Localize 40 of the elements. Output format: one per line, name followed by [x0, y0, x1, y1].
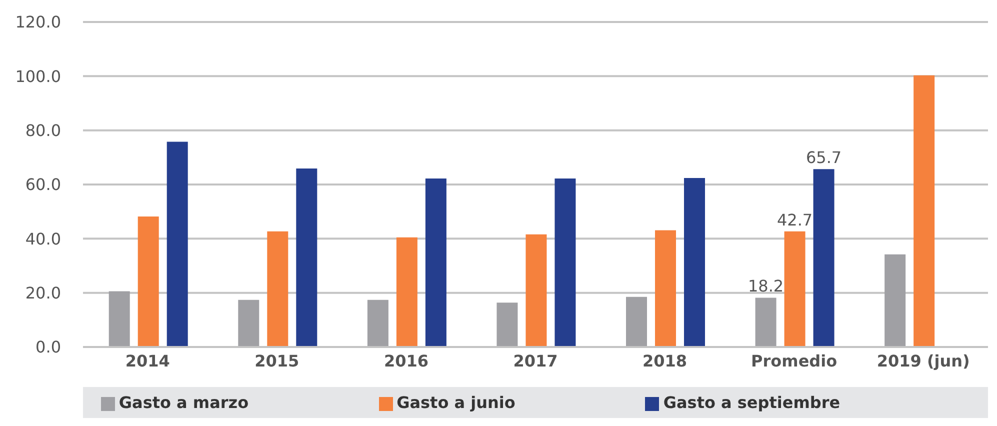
- bar: [554, 178, 576, 347]
- bar: [425, 178, 446, 347]
- y-tick-label: 60.0: [25, 175, 61, 194]
- x-tick-label: 2017: [513, 351, 558, 370]
- x-tick-label: 2019 (jun): [876, 351, 970, 370]
- bar: [267, 231, 288, 347]
- legend-label: Gasto a septiembre: [663, 393, 840, 412]
- y-tick-label: 80.0: [25, 121, 61, 140]
- bar: [367, 300, 388, 347]
- bar: [755, 298, 776, 347]
- y-tick-label: 100.0: [15, 66, 61, 86]
- x-tick-label: 2018: [642, 351, 688, 370]
- y-tick-label: 40.0: [25, 229, 61, 248]
- x-tick-label: Promedio: [751, 351, 838, 370]
- bar: [626, 296, 647, 347]
- bar: [138, 216, 159, 347]
- bar: [496, 302, 518, 347]
- bar: [108, 291, 130, 347]
- bar: [813, 169, 834, 347]
- bar: [296, 168, 318, 347]
- bar: [655, 230, 676, 347]
- bar: [396, 237, 418, 347]
- legend-label: Gasto a marzo: [118, 393, 249, 412]
- x-tick-label: 2015: [254, 351, 300, 370]
- y-tick-label: 20.0: [25, 284, 61, 303]
- y-tick-label: 0.0: [36, 338, 61, 357]
- data-label: 42.7: [776, 210, 813, 230]
- data-label: 65.7: [806, 148, 842, 168]
- bar: [684, 178, 705, 347]
- data-label: 18.2: [748, 276, 784, 296]
- legend-label: Gasto a junio: [396, 393, 516, 412]
- x-tick-label: 2014: [125, 351, 170, 370]
- y-tick-label: 120.0: [15, 12, 61, 32]
- bar: [526, 234, 547, 347]
- bar: [166, 142, 188, 347]
- bar: [238, 300, 260, 347]
- bar: [784, 231, 806, 347]
- bar: [914, 75, 935, 347]
- bar: [884, 254, 906, 347]
- x-tick-label: 2016: [384, 351, 428, 370]
